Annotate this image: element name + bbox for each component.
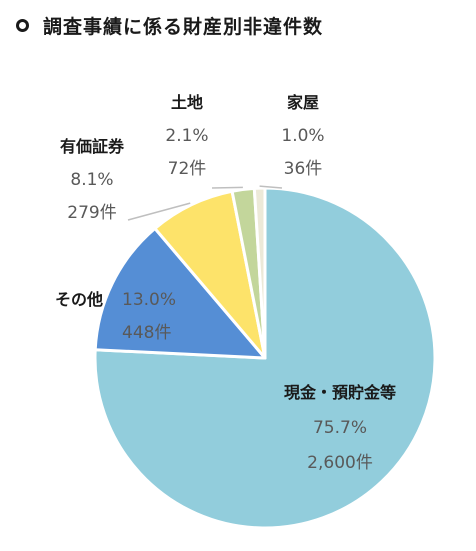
slice-label-3: 土地 2.1% 72件 (165, 93, 208, 179)
chart-title-row: 調査事績に係る財産別非違件数 (16, 10, 323, 40)
slice-count-label: 448件 (122, 323, 171, 343)
slice-name-label: その他 (55, 290, 103, 309)
slice-label-1: その他 13.0% 448件 (55, 290, 176, 343)
pie-slice-4 (252, 186, 267, 360)
slice-percent-label: 8.1% (70, 170, 113, 190)
leader-line-3 (211, 186, 243, 189)
slice-label-4: 家屋 1.0% 36件 (281, 93, 324, 179)
slice-name-label: 家屋 (287, 93, 319, 112)
slice-label-0: 現金・預貯金等 75.7% 2,600件 (284, 383, 396, 473)
slice-percent-label: 2.1% (165, 126, 208, 146)
leader-line-4 (259, 185, 283, 189)
leader-line-2 (127, 202, 191, 221)
slice-name-label: 現金・預貯金等 (284, 383, 396, 402)
slice-name-label: 有価証券 (60, 137, 125, 156)
slice-count-label: 2,600件 (307, 453, 373, 473)
pie-slice-1 (93, 226, 267, 360)
slice-count-label: 279件 (67, 203, 116, 223)
slice-percent-label: 75.7% (313, 418, 367, 438)
slice-name-label: 土地 (171, 93, 203, 112)
slice-label-2: 有価証券 8.1% 279件 (60, 137, 125, 223)
slice-percent-label: 1.0% (281, 126, 324, 146)
slice-count-label: 36件 (284, 159, 323, 179)
pie-slice-0 (93, 186, 437, 530)
slice-percent-label: 13.0% (122, 290, 176, 310)
chart-title: 調査事績に係る財産別非違件数 (43, 15, 324, 38)
circle-bullet-icon (16, 18, 29, 32)
slice-count-label: 72件 (168, 159, 207, 179)
